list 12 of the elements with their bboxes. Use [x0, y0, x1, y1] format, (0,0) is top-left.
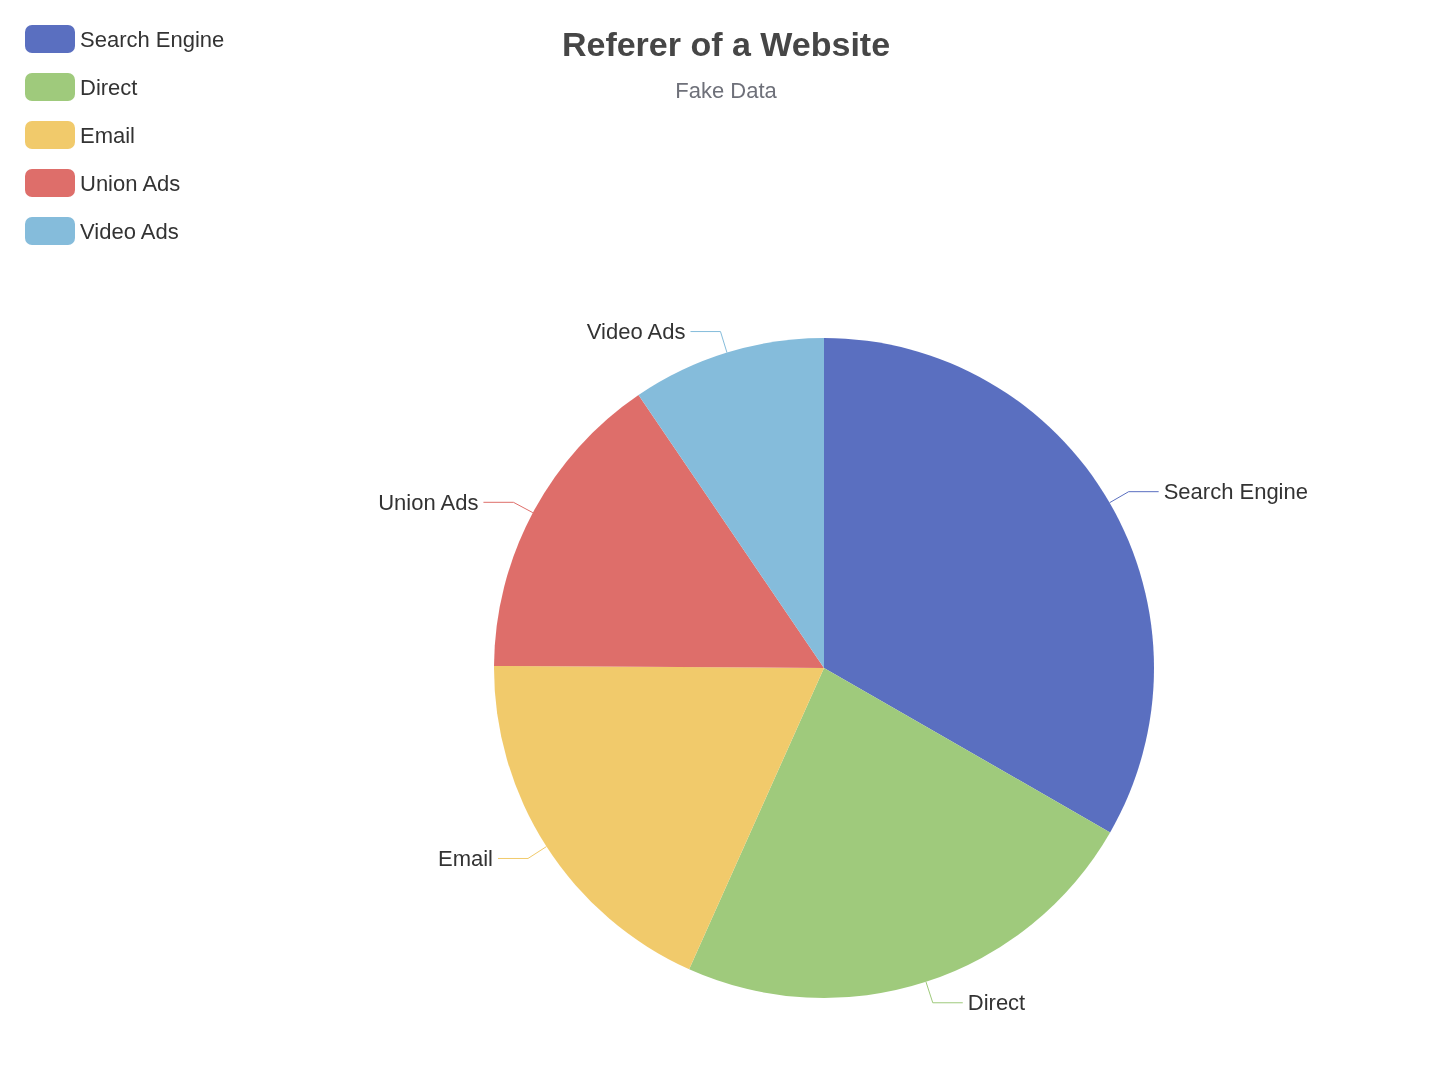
legend-label: Direct [80, 74, 138, 100]
chart-title: Referer of a Website [561, 25, 891, 63]
legend-label: Search Engine [80, 26, 225, 52]
slice-label: Union Ads [378, 489, 479, 515]
slice-label: Direct [967, 990, 1026, 1016]
legend-label: Video Ads [80, 218, 179, 244]
legend-label: Email [80, 122, 136, 148]
text: Fake Data [675, 77, 778, 103]
slice-label: Search Engine [1163, 479, 1308, 505]
slice-label: Video Ads [586, 319, 686, 345]
legend-label: Union Ads [80, 170, 181, 196]
slice-label: Email [437, 845, 493, 871]
